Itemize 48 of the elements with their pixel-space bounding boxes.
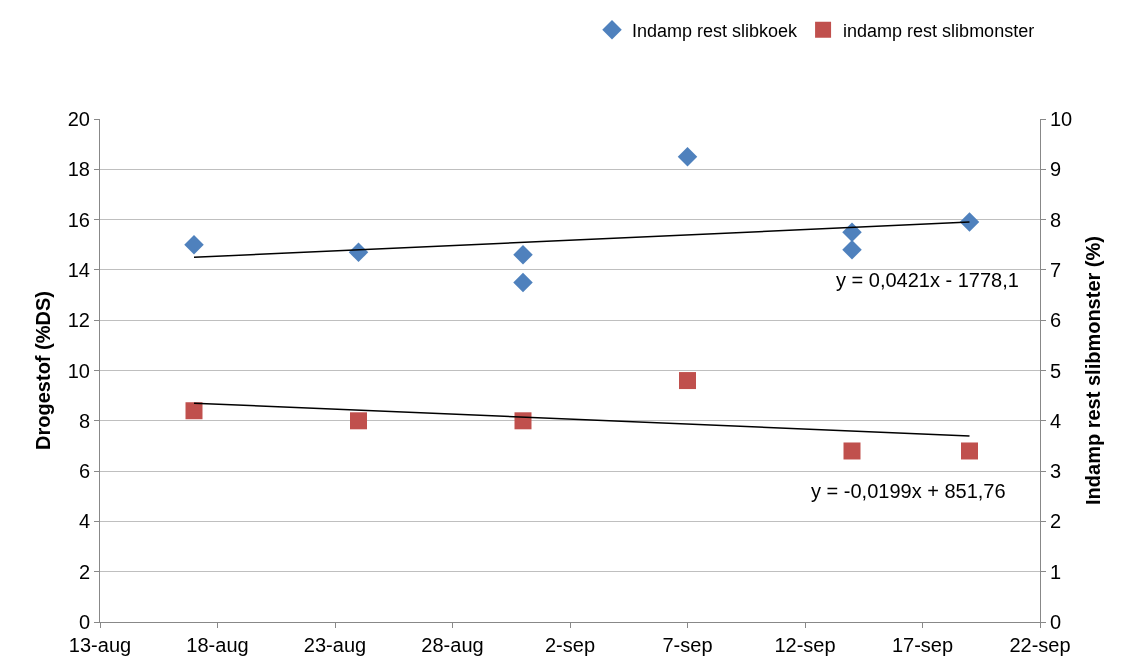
point [679,372,696,390]
point [184,235,204,255]
y2-tick-label: 6 [1050,309,1062,332]
y2-tick-label: 2 [1050,510,1062,533]
y2-axis-title: Indamp rest slibmonster (%) [1082,236,1104,505]
y2-tick-label: 4 [1050,409,1062,432]
x-tick-label: 22-sep [1009,634,1071,656]
y2-tick-label: 5 [1050,359,1062,382]
annotation: y = 0,0421x - 1778,1 [836,269,1019,291]
x-tick-label: 23-aug [303,634,367,656]
point [843,442,861,460]
y-tick-label: 2 [78,560,90,583]
point [513,245,533,265]
x-tick-label: 7-sep [662,634,713,656]
x-tick-label: 12-sep [774,634,836,656]
y-tick-label: 16 [67,208,90,231]
y-axis-title: Drogestof (%DS) [32,291,54,450]
x-tick-label: 2-sep [544,634,596,656]
y-tick-label: 20 [67,108,90,130]
y-tick-label: 14 [67,258,90,281]
point [961,442,978,460]
legend-label: indamp rest slibmonster [843,20,1035,41]
point [842,240,862,260]
y2-tick-label: 8 [1050,208,1062,231]
y2-tick-label: 1 [1050,560,1062,583]
point [350,412,367,430]
point [513,272,533,293]
y2-tick-label: 0 [1050,611,1062,633]
y2-tick-label: 9 [1050,158,1062,181]
point [185,402,203,420]
y-tick-label: 8 [78,409,90,432]
x-tick-label: 28-aug [421,634,484,656]
y-tick-label: 4 [78,510,90,533]
y2-tick-label: 7 [1050,258,1062,281]
x-tick-label: 17-sep [891,634,954,656]
y-tick-label: 18 [67,158,90,181]
point [959,212,980,232]
y-tick-label: 12 [67,309,90,332]
y2-tick-label: 3 [1050,460,1062,483]
annotation: y = -0,0199x + 851,76 [811,480,1006,502]
y2-tick-label: 10 [1050,108,1073,130]
y-tick-label: 10 [67,359,90,382]
legend-label: Indamp rest slibkoek [632,20,799,41]
y-tick-label: 0 [78,611,90,633]
x-tick-label: 13-aug [68,634,132,656]
y-tick-label: 6 [78,460,90,483]
x-tick-label: 18-aug [186,634,249,656]
point [677,146,698,167]
